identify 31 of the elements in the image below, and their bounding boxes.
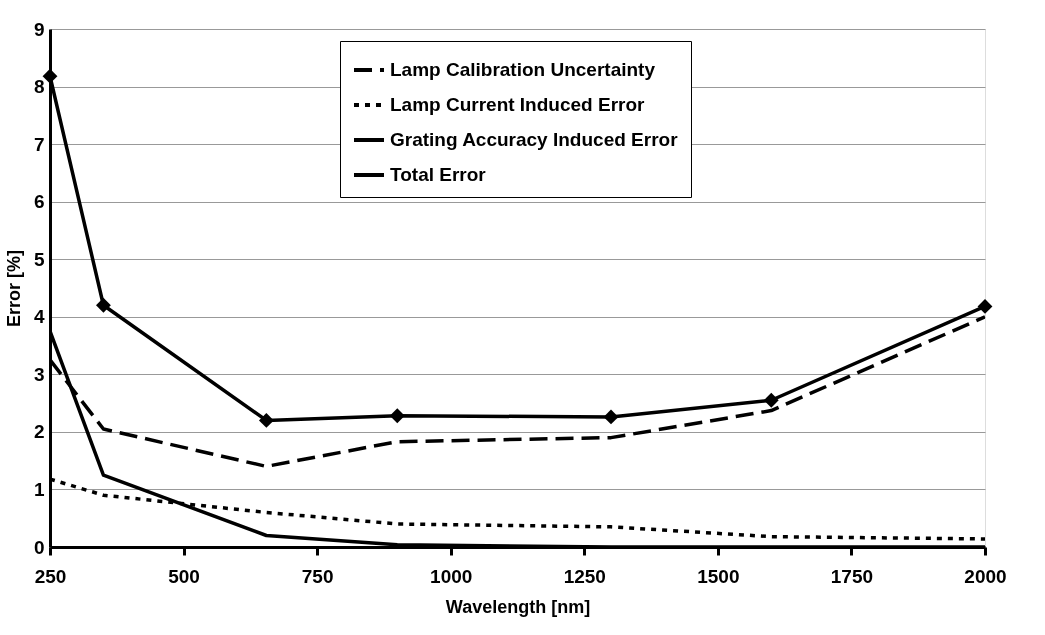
x-tick-label: 500 bbox=[168, 565, 200, 587]
point bbox=[96, 297, 111, 313]
x-tick-label: 1750 bbox=[830, 565, 874, 587]
legend-label: Lamp Calibration Uncertainty bbox=[390, 59, 656, 80]
y-tick-label: 0 bbox=[33, 536, 45, 558]
x-tick-label: 1000 bbox=[430, 565, 473, 587]
x-tick-label: 1250 bbox=[563, 565, 606, 587]
point bbox=[603, 409, 619, 425]
legend-label: Lamp Current Induced Error bbox=[390, 94, 646, 115]
y-tick-label: 1 bbox=[33, 478, 45, 500]
x-axis-title: Wavelength [nm] bbox=[445, 596, 591, 617]
y-tick-label: 4 bbox=[33, 306, 45, 328]
point bbox=[258, 412, 274, 428]
point bbox=[389, 408, 405, 424]
y-tick-label: 6 bbox=[33, 191, 45, 213]
y-tick-label: 5 bbox=[33, 248, 45, 270]
y-tick-label: 2 bbox=[33, 421, 45, 443]
y-tick-label: 9 bbox=[33, 18, 45, 40]
x-tick-label: 1500 bbox=[697, 565, 740, 587]
point bbox=[763, 392, 779, 408]
legend-label: Total Error bbox=[390, 164, 487, 185]
y-tick-label: 3 bbox=[33, 363, 45, 385]
y-axis-title: Error [%] bbox=[3, 249, 24, 328]
x-tick-label: 250 bbox=[34, 565, 67, 587]
legend-label: Grating Accuracy Induced Error bbox=[390, 129, 679, 150]
x-tick-label: 2000 bbox=[964, 565, 1007, 587]
point bbox=[42, 68, 58, 84]
point bbox=[977, 299, 993, 314]
y-tick-label: 8 bbox=[33, 76, 45, 98]
x-tick-label: 750 bbox=[301, 565, 334, 587]
y-tick-label: 7 bbox=[33, 133, 45, 155]
